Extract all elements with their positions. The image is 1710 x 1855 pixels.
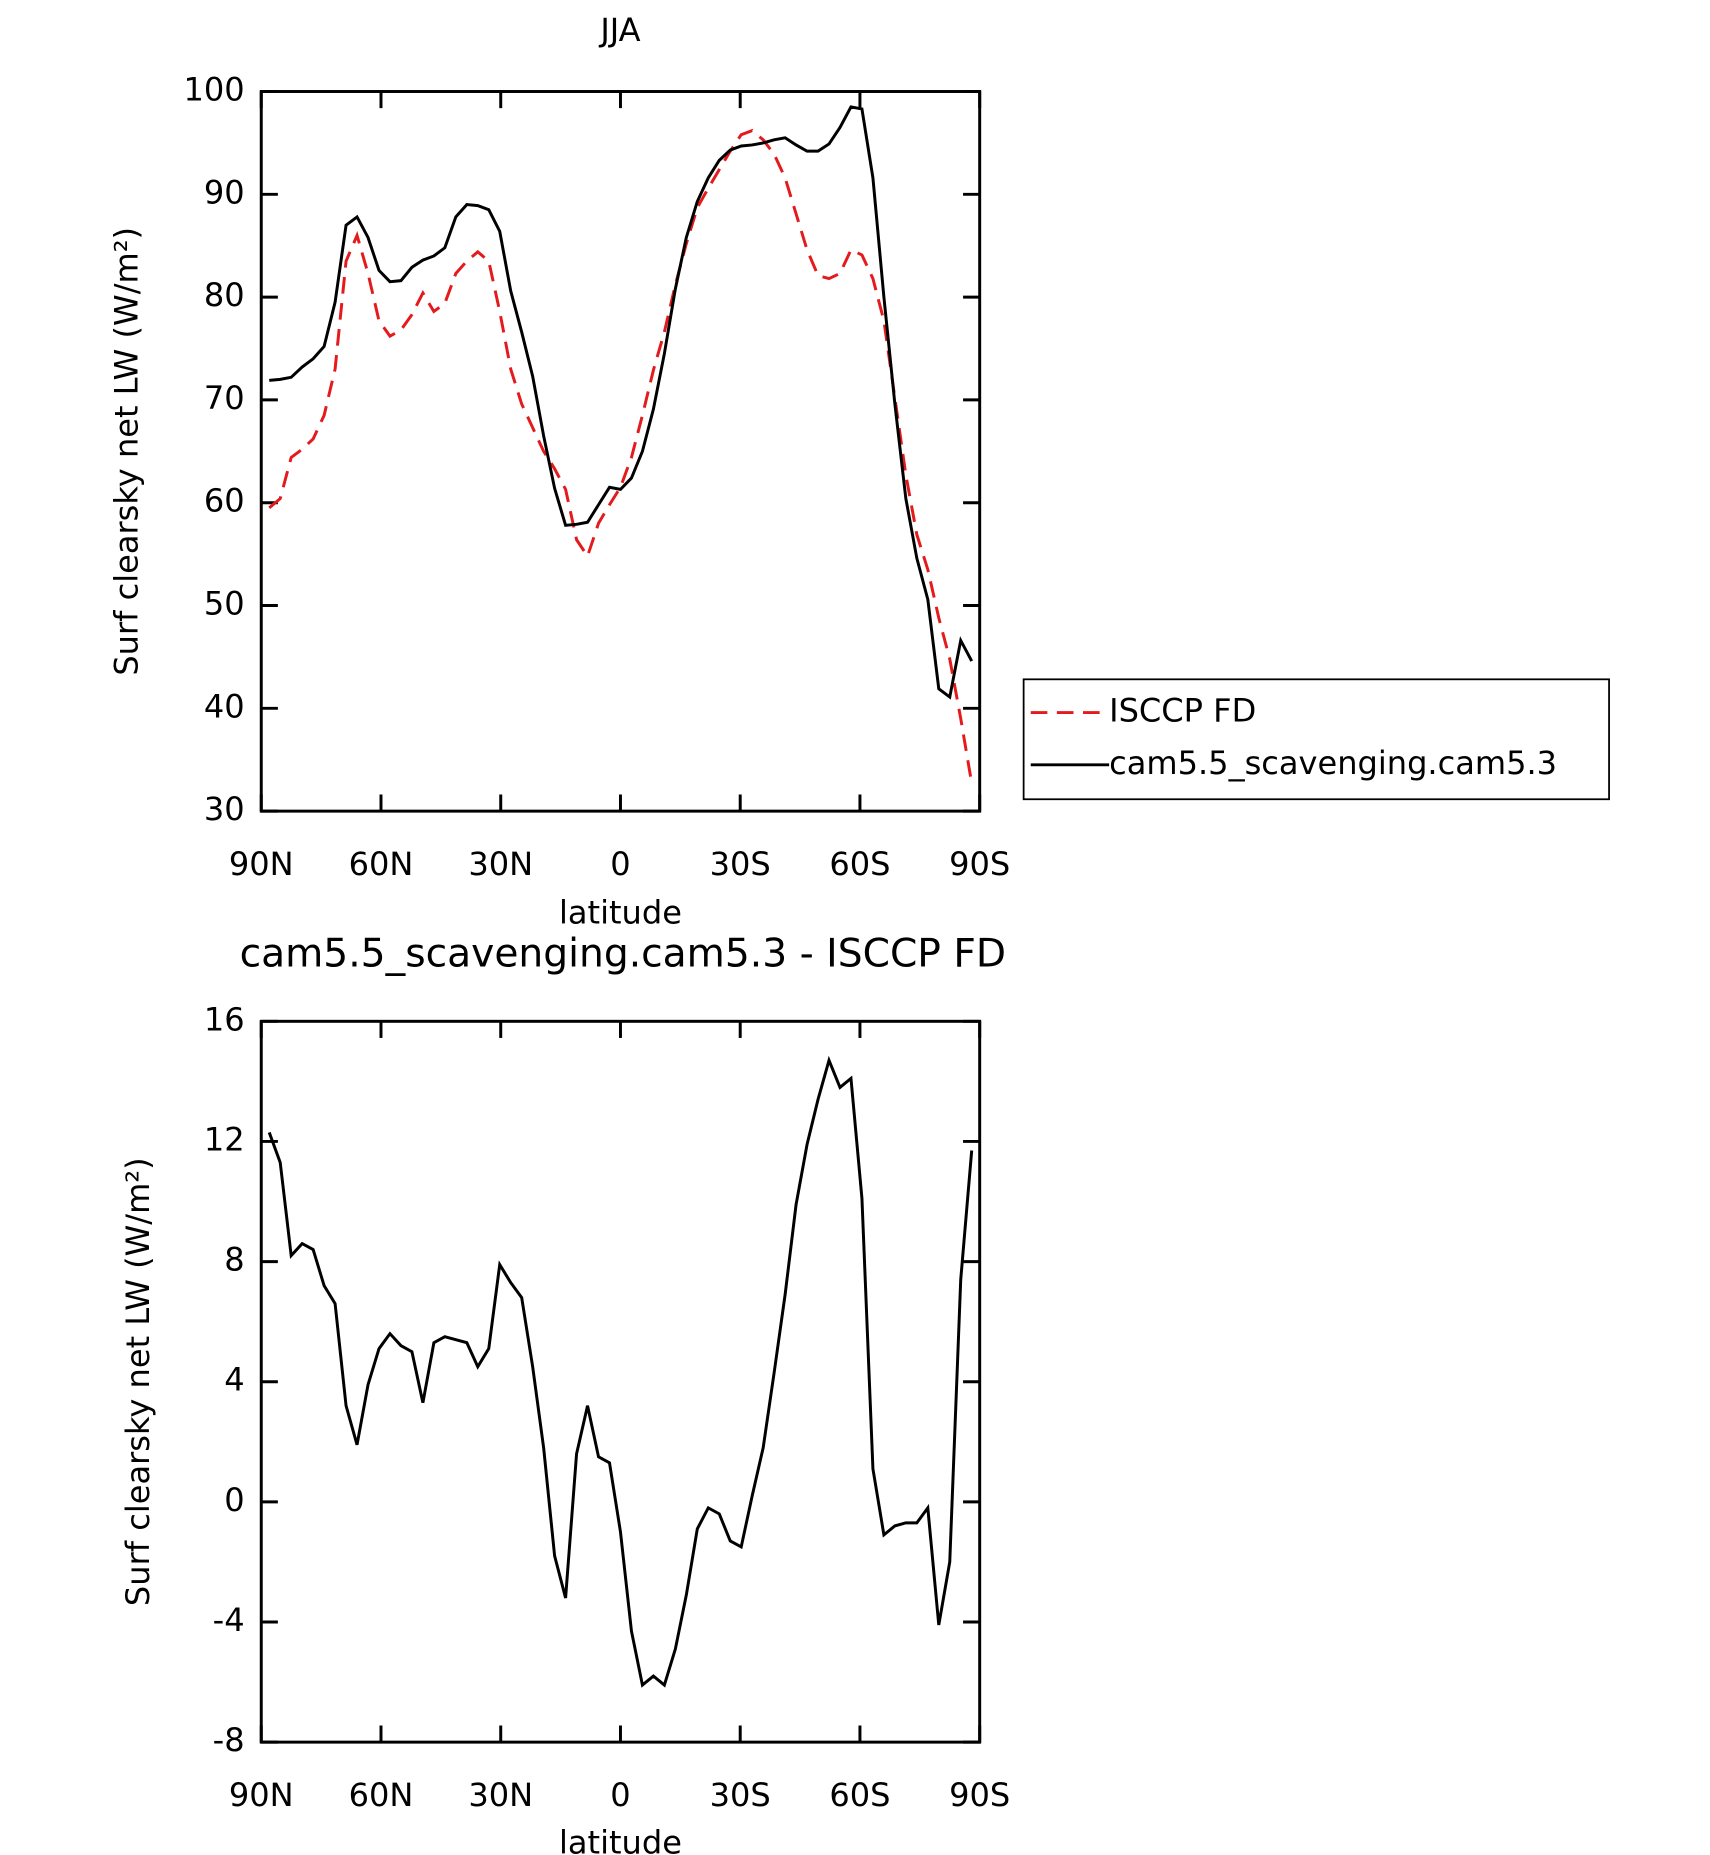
legend-label: cam5.5_scavenging.cam5.3	[1109, 744, 1557, 782]
y-tick-label: 8	[224, 1241, 244, 1279]
y-tick-label: 12	[204, 1120, 245, 1158]
x-tick-label: 0	[610, 1776, 630, 1814]
y-tick-label: 4	[224, 1361, 244, 1399]
legend-label: ISCCP FD	[1109, 692, 1256, 730]
x-tick-label: 30N	[468, 1776, 533, 1814]
x-tick-label: 30S	[710, 845, 771, 883]
x-tick-label: 90N	[229, 845, 294, 883]
y-tick-label: 40	[204, 687, 245, 725]
y-tick-label: 90	[204, 173, 245, 211]
chart-title: cam5.5_scavenging.cam5.3 - ISCCP FD	[240, 932, 1006, 977]
plot-frame	[259, 90, 982, 813]
x-tick-label: 0	[610, 845, 630, 883]
x-tick-label: 90S	[949, 845, 1010, 883]
legend-box	[1022, 678, 1610, 801]
x-tick-label: 60S	[829, 1776, 890, 1814]
y-tick-label: 70	[204, 379, 245, 417]
data-line	[268, 128, 974, 784]
y-tick-label: 16	[204, 1000, 245, 1038]
y-tick-label: 0	[224, 1481, 244, 1519]
x-tick-label: 90N	[229, 1776, 294, 1814]
x-tick-label: 60S	[829, 845, 890, 883]
y-tick-label: 60	[204, 482, 245, 520]
y-tick-label: -4	[213, 1601, 245, 1639]
x-axis-label: latitude	[559, 1823, 682, 1855]
y-axis-label: Surf clearsky net LW (W/m²)	[119, 1157, 157, 1606]
y-tick-label: 50	[204, 585, 245, 623]
data-line	[267, 1055, 974, 1688]
x-tick-label: 30S	[710, 1776, 771, 1814]
y-tick-label: 30	[204, 790, 245, 828]
x-tick-label: 60N	[349, 1776, 414, 1814]
data-line	[269, 105, 974, 700]
y-tick-label: 80	[204, 276, 245, 314]
x-tick-label: 30N	[468, 845, 533, 883]
chart-title: JJA	[598, 11, 640, 49]
x-tick-label: 90S	[949, 1776, 1010, 1814]
x-axis-label: latitude	[559, 893, 682, 931]
y-tick-label: 100	[183, 71, 244, 109]
y-axis-label: Surf clearsky net LW (W/m²)	[107, 227, 145, 676]
x-tick-label: 60N	[349, 845, 414, 883]
y-tick-label: -8	[213, 1721, 245, 1759]
